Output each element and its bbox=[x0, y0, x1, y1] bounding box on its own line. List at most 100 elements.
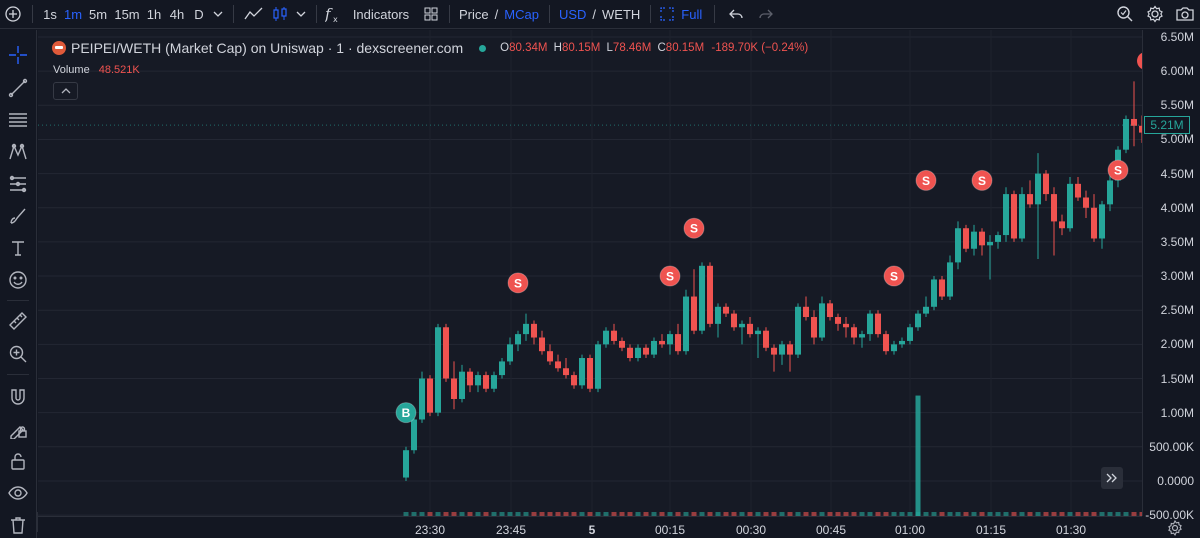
magnet-icon[interactable] bbox=[5, 384, 31, 410]
toolbar-divider bbox=[32, 5, 33, 23]
volume-bar bbox=[675, 512, 681, 516]
redo-icon[interactable] bbox=[751, 0, 781, 29]
volume-bar bbox=[643, 512, 649, 516]
sell-marker-label: S bbox=[666, 270, 674, 284]
sell-marker-label: S bbox=[690, 222, 698, 236]
interval-5m[interactable]: 5m bbox=[88, 6, 108, 22]
lock-icon[interactable] bbox=[5, 448, 31, 474]
interval-1h[interactable]: 1h bbox=[146, 6, 162, 22]
screenshot-camera-icon[interactable] bbox=[1170, 0, 1200, 29]
add-symbol-icon[interactable] bbox=[0, 0, 26, 29]
candle-body bbox=[651, 340, 657, 355]
usd-toggle[interactable]: USD bbox=[558, 6, 587, 22]
fullscreen-icon[interactable] bbox=[657, 0, 677, 29]
crosshair-icon[interactable] bbox=[5, 42, 31, 68]
price-tick: 1.00M bbox=[1160, 405, 1194, 420]
interval-15m[interactable]: 15m bbox=[114, 6, 140, 22]
collapse-legend-button[interactable] bbox=[53, 82, 78, 100]
sell-marker-label: S bbox=[514, 276, 522, 290]
volume-bar bbox=[707, 512, 713, 516]
toolbar-divider bbox=[714, 5, 716, 23]
sell-marker[interactable]: S bbox=[971, 169, 993, 191]
undo-icon[interactable] bbox=[721, 0, 751, 29]
candle-chart-icon[interactable] bbox=[268, 0, 292, 29]
scroll-to-realtime-button[interactable] bbox=[1101, 467, 1123, 489]
candle-body bbox=[635, 347, 641, 359]
trend-line-icon[interactable] bbox=[5, 75, 31, 101]
layout-grid-icon[interactable] bbox=[419, 0, 443, 29]
price-tick: 5.50M bbox=[1160, 98, 1194, 113]
volume-bar bbox=[659, 512, 665, 516]
sell-marker-circle bbox=[883, 265, 905, 287]
emoji-icon[interactable] bbox=[5, 267, 31, 293]
line-chart-icon[interactable] bbox=[240, 0, 268, 29]
eye-icon[interactable] bbox=[5, 480, 31, 506]
chart-pane[interactable]: B S S S S S S S bbox=[38, 30, 1142, 516]
sell-marker[interactable]: S bbox=[915, 169, 937, 191]
open-label: O bbox=[500, 42, 510, 54]
zoom-in-icon[interactable] bbox=[5, 341, 31, 367]
price-axis[interactable]: 6.50M 6.00M 5.50M 5.00M 4.50M 4.00M 3.50M 3.00M… bbox=[1142, 30, 1200, 522]
volume-bar bbox=[899, 512, 905, 516]
candle-body bbox=[571, 375, 577, 386]
mcap-toggle[interactable]: MCap bbox=[504, 6, 539, 22]
text-tool-icon[interactable] bbox=[5, 235, 31, 261]
ruler-icon[interactable] bbox=[5, 308, 31, 334]
weth-toggle[interactable]: WETH bbox=[602, 6, 641, 22]
candle-body bbox=[739, 323, 745, 328]
candle-body bbox=[723, 306, 729, 314]
price-toggle[interactable]: Price bbox=[459, 6, 489, 22]
volume-bar bbox=[755, 512, 761, 516]
candle-body bbox=[1139, 125, 1142, 133]
chart-type-chevron-icon[interactable] bbox=[292, 0, 310, 29]
indicators-button[interactable]: Indicators bbox=[352, 6, 410, 22]
fib-levels-icon[interactable] bbox=[5, 171, 31, 197]
interval-4h[interactable]: 4h bbox=[169, 6, 185, 22]
volume-bar bbox=[1131, 512, 1137, 516]
volume-bar bbox=[499, 512, 505, 516]
candle-body bbox=[451, 378, 457, 399]
sell-marker[interactable]: S bbox=[683, 217, 705, 239]
candle-body bbox=[779, 344, 785, 355]
interval-d[interactable]: D bbox=[194, 6, 204, 22]
volume-bar bbox=[651, 512, 657, 516]
buy-marker[interactable]: B bbox=[395, 402, 417, 424]
candle-body bbox=[883, 334, 889, 352]
time-tick: 00:30 bbox=[735, 523, 767, 537]
candlestick-chart[interactable]: B S S S S S S S bbox=[38, 30, 1142, 516]
volume-legend: Volume 48.521K bbox=[53, 64, 140, 76]
time-tick: 01:30 bbox=[1055, 523, 1087, 537]
low-label: L bbox=[606, 42, 613, 54]
horizontal-lines-icon[interactable] bbox=[5, 107, 31, 133]
candle-body bbox=[611, 330, 617, 341]
sell-marker[interactable]: S bbox=[1107, 159, 1129, 181]
time-axis[interactable]: 23:30 23:45 5 00:15 00:30 00:45 01:00 01:15 01:3… bbox=[38, 516, 1142, 538]
sell-marker[interactable]: S bbox=[659, 265, 681, 287]
quick-search-icon[interactable] bbox=[1110, 0, 1140, 29]
axis-settings-gear-icon[interactable] bbox=[1166, 519, 1184, 537]
interval-dropdown-chevron-icon[interactable] bbox=[209, 0, 227, 29]
settings-gear-icon[interactable] bbox=[1140, 0, 1170, 29]
trash-icon[interactable] bbox=[5, 512, 31, 538]
candle-body bbox=[1099, 204, 1105, 239]
sell-marker[interactable]: S bbox=[883, 265, 905, 287]
candle-body bbox=[907, 327, 913, 341]
sell-marker[interactable]: S bbox=[507, 272, 529, 294]
volume-bar bbox=[1027, 512, 1033, 516]
interval-1s[interactable]: 1s bbox=[43, 6, 57, 22]
sell-marker-edge[interactable] bbox=[1137, 52, 1142, 70]
interval-1m[interactable]: 1m bbox=[63, 6, 83, 22]
candle-body bbox=[587, 358, 593, 389]
pattern-icon[interactable] bbox=[5, 139, 31, 165]
candle-body bbox=[803, 306, 809, 318]
full-button[interactable]: Full bbox=[681, 6, 703, 22]
candle-body bbox=[1003, 194, 1009, 236]
lock-drawing-icon[interactable] bbox=[5, 416, 31, 442]
candle-body bbox=[1043, 173, 1049, 195]
brush-icon[interactable] bbox=[5, 203, 31, 229]
volume-bar bbox=[1123, 512, 1129, 516]
candle-body bbox=[1035, 173, 1041, 205]
candle-body bbox=[683, 296, 689, 352]
volume-spike-bar bbox=[915, 395, 921, 516]
